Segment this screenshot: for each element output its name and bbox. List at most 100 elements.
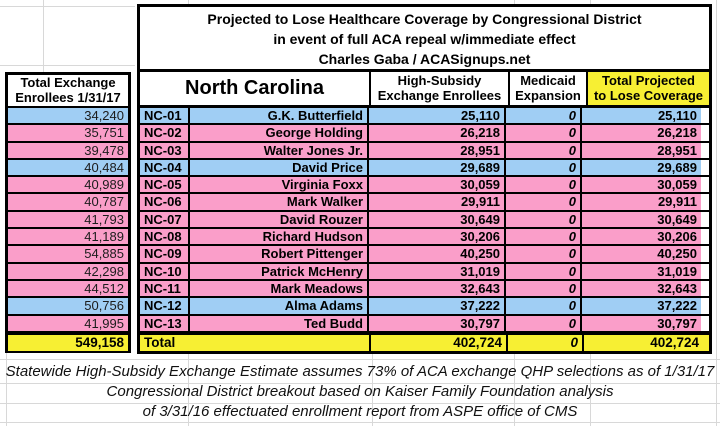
left-enrollee-cell[interactable]: 42,298 (8, 263, 128, 281)
medicaid-cell[interactable]: 0 (504, 159, 580, 176)
rep-name-cell[interactable]: Patrick McHenry (188, 263, 367, 279)
high-subsidy-cell[interactable]: 30,206 (367, 229, 504, 245)
high-subsidy-cell[interactable]: 26,218 (367, 125, 504, 141)
title-line1: Projected to Lose Healthcare Coverage by… (207, 11, 642, 27)
district-cell[interactable]: NC-08 (140, 229, 188, 245)
district-cell[interactable]: NC-01 (140, 108, 188, 124)
total-coverage-cell[interactable]: 26,218 (580, 125, 701, 141)
rep-name-cell[interactable]: G.K. Butterfield (188, 108, 367, 124)
left-panel-header[interactable]: Total Exchange Enrollees 1/31/17 (8, 75, 128, 108)
medicaid-cell[interactable]: 0 (504, 194, 580, 210)
medicaid-cell[interactable]: 0 (504, 298, 580, 314)
left-enrollee-cell[interactable]: 50,756 (8, 298, 128, 316)
table-row: NC-12 Alma Adams 37,222 0 37,222 (140, 298, 709, 316)
rep-name-cell[interactable]: Robert Pittenger (188, 246, 367, 262)
total-high-subsidy-cell[interactable]: 402,724 (369, 334, 506, 351)
rep-name-cell[interactable]: Mark Walker (188, 194, 367, 210)
high-subsidy-cell[interactable]: 30,649 (367, 211, 504, 228)
district-cell[interactable]: NC-03 (140, 142, 188, 158)
rep-name-cell[interactable]: Richard Hudson (188, 229, 367, 245)
district-cell[interactable]: NC-04 (140, 159, 188, 176)
district-cell[interactable]: NC-02 (140, 125, 188, 141)
total-medicaid-cell[interactable]: 0 (506, 334, 582, 351)
left-enrollee-cell[interactable]: 40,484 (8, 159, 128, 178)
left-enrollee-cell[interactable]: 44,512 (8, 280, 128, 299)
col-header-medicaid[interactable]: Medicaid Expansion (508, 72, 586, 105)
left-enrollee-cell[interactable]: 39,478 (8, 142, 128, 160)
district-cell[interactable]: NC-06 (140, 194, 188, 210)
high-subsidy-cell[interactable]: 37,222 (367, 298, 504, 314)
medicaid-cell[interactable]: 0 (504, 108, 580, 124)
left-total-cell[interactable]: 549,158 (8, 332, 128, 351)
district-cell[interactable]: NC-10 (140, 263, 188, 279)
total-coverage-cell[interactable]: 30,797 (580, 315, 701, 331)
left-enrollee-cell[interactable]: 40,787 (8, 194, 128, 212)
total-coverage-cell[interactable]: 29,689 (580, 159, 701, 176)
total-coverage-cell[interactable]: 31,019 (580, 263, 701, 279)
total-coverage-grand-cell[interactable]: 402,724 (582, 334, 703, 351)
total-coverage-cell[interactable]: 37,222 (580, 298, 701, 314)
total-row-label[interactable]: Total (144, 334, 176, 350)
gridline (372, 353, 373, 426)
left-panel-header-line1: Total Exchange (20, 75, 116, 90)
medicaid-cell[interactable]: 0 (504, 142, 580, 158)
high-subsidy-cell[interactable]: 29,689 (367, 159, 504, 176)
high-subsidy-cell[interactable]: 40,250 (367, 246, 504, 262)
medicaid-cell[interactable]: 0 (504, 229, 580, 245)
total-coverage-cell[interactable]: 30,059 (580, 177, 701, 193)
medicaid-cell[interactable]: 0 (504, 280, 580, 297)
col-header-total-projected[interactable]: Total Projected to Lose Coverage (586, 72, 709, 105)
district-cell[interactable]: NC-13 (140, 315, 188, 331)
high-subsidy-cell[interactable]: 29,911 (367, 194, 504, 210)
district-cell[interactable]: NC-05 (140, 177, 188, 193)
medicaid-cell[interactable]: 0 (504, 315, 580, 331)
district-cell[interactable]: NC-09 (140, 246, 188, 262)
district-cell[interactable]: NC-11 (140, 280, 188, 297)
medicaid-cell[interactable]: 0 (504, 177, 580, 193)
rep-name-cell[interactable]: Mark Meadows (188, 280, 367, 297)
footnote-line1[interactable]: Statewide High-Subsidy Exchange Estimate… (5, 363, 715, 380)
high-subsidy-cell[interactable]: 30,797 (367, 315, 504, 331)
left-enrollee-cell[interactable]: 34,240 (8, 108, 128, 126)
footnote-line2[interactable]: Congressional District breakout based on… (106, 383, 614, 400)
medicaid-cell[interactable]: 0 (504, 125, 580, 141)
table-row: NC-03 Walter Jones Jr. 28,951 0 28,951 (140, 142, 709, 160)
gridline (6, 353, 7, 426)
rep-name-cell[interactable]: Virginia Foxx (188, 177, 367, 193)
rep-name-cell[interactable]: David Price (188, 159, 367, 176)
rep-name-cell[interactable]: David Rouzer (188, 211, 367, 228)
col-header-total-projected-line2: to Lose Coverage (593, 88, 704, 103)
total-coverage-cell[interactable]: 25,110 (580, 108, 701, 124)
district-cell[interactable]: NC-07 (140, 211, 188, 228)
rep-name-cell[interactable]: Alma Adams (188, 298, 367, 314)
high-subsidy-cell[interactable]: 30,059 (367, 177, 504, 193)
high-subsidy-cell[interactable]: 31,019 (367, 263, 504, 279)
rep-name-cell[interactable]: Walter Jones Jr. (188, 142, 367, 158)
left-enrollee-cell[interactable]: 41,793 (8, 211, 128, 230)
left-enrollee-cell[interactable]: 40,989 (8, 177, 128, 195)
table-title-cell[interactable]: Projected to Lose Healthcare Coverage by… (137, 4, 712, 72)
medicaid-cell[interactable]: 0 (504, 263, 580, 279)
total-coverage-cell[interactable]: 40,250 (580, 246, 701, 262)
left-enrollee-cell[interactable]: 54,885 (8, 246, 128, 264)
footnote-line3[interactable]: of 3/31/16 effectuated enrollment report… (142, 403, 578, 420)
total-coverage-cell[interactable]: 29,911 (580, 194, 701, 210)
left-enrollee-cell[interactable]: 41,995 (8, 315, 128, 333)
col-header-high-subsidy[interactable]: High-Subsidy Exchange Enrollees (369, 72, 508, 105)
left-enrollee-cell[interactable]: 41,189 (8, 229, 128, 247)
state-header-cell[interactable]: North Carolina (185, 77, 324, 99)
rep-name-cell[interactable]: Ted Budd (188, 315, 367, 331)
rep-name-cell[interactable]: George Holding (188, 125, 367, 141)
medicaid-cell[interactable]: 0 (504, 246, 580, 262)
total-coverage-cell[interactable]: 32,643 (580, 280, 701, 297)
gridline (43, 0, 44, 72)
district-cell[interactable]: NC-12 (140, 298, 188, 314)
medicaid-cell[interactable]: 0 (504, 211, 580, 228)
total-coverage-cell[interactable]: 28,951 (580, 142, 701, 158)
high-subsidy-cell[interactable]: 25,110 (367, 108, 504, 124)
high-subsidy-cell[interactable]: 28,951 (367, 142, 504, 158)
high-subsidy-cell[interactable]: 32,643 (367, 280, 504, 297)
left-enrollee-cell[interactable]: 35,751 (8, 125, 128, 143)
total-coverage-cell[interactable]: 30,206 (580, 229, 701, 245)
total-coverage-cell[interactable]: 30,649 (580, 211, 701, 228)
